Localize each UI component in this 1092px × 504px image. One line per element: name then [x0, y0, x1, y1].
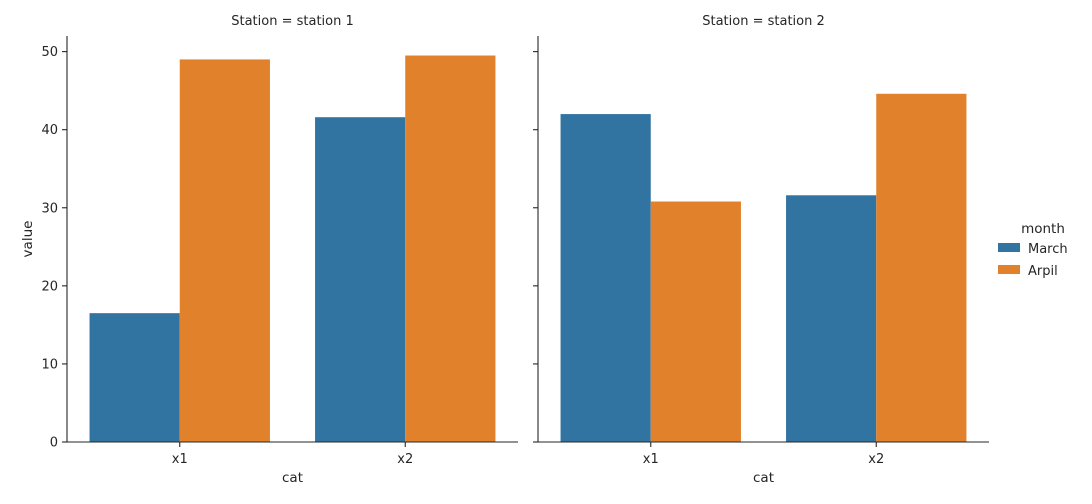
x-tick-label-p2-x1: x1	[643, 452, 659, 467]
legend-title: month	[1021, 221, 1065, 237]
legend-label-march: March	[1028, 242, 1068, 257]
bar-p2-x1-march	[560, 114, 651, 442]
y-tick-label-50: 50	[41, 45, 58, 60]
y-tick-label-10: 10	[41, 357, 58, 372]
x-tick-label-p1-x2: x2	[397, 452, 413, 467]
x-tick-label-p1-x1: x1	[172, 452, 188, 467]
panel-title-1: Station = station 1	[231, 14, 354, 29]
bar-p2-x1-arpil	[650, 201, 741, 442]
bar-p2-x2-march	[786, 195, 877, 442]
y-axis-title: value	[20, 221, 36, 258]
legend-swatch-march	[998, 243, 1020, 252]
x-tick-label-p2-x2: x2	[868, 452, 884, 467]
y-tick-label-40: 40	[41, 123, 58, 138]
y-tick-label-20: 20	[41, 279, 58, 294]
bar-p1-x1-arpil	[179, 59, 270, 443]
bar-p1-x1-march	[89, 313, 180, 442]
legend-label-arpil: Arpil	[1028, 264, 1058, 279]
bar-p1-x2-march	[315, 117, 406, 442]
panel-title-2: Station = station 2	[702, 14, 825, 29]
legend-swatch-arpil	[998, 265, 1020, 274]
x-axis-title-p1: cat	[282, 470, 303, 486]
y-tick-label-30: 30	[41, 201, 58, 216]
x-axis-title-p2: cat	[753, 470, 774, 486]
bar-p1-x2-arpil	[405, 55, 496, 443]
y-tick-label-0: 0	[50, 436, 58, 451]
bar-p2-x2-arpil	[876, 93, 967, 442]
